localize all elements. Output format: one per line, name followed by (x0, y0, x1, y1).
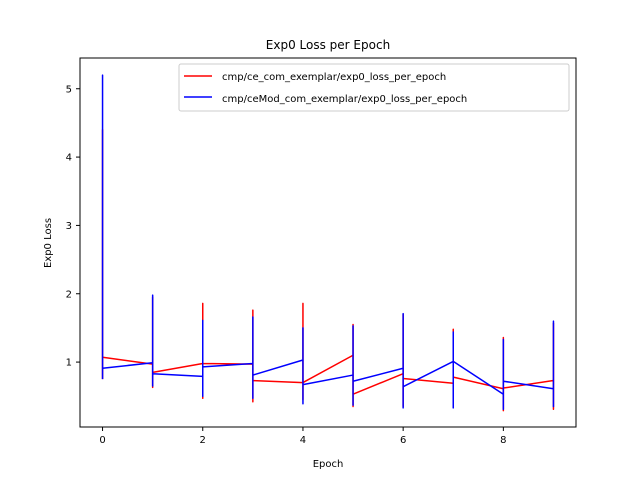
series-line-1 (101, 74, 555, 410)
x-tick-label: 6 (400, 435, 406, 446)
chart-title: Exp0 Loss per Epoch (266, 38, 390, 52)
plot-area (101, 74, 555, 412)
y-tick-label: 4 (66, 153, 72, 164)
x-axis: 0 2 4 6 8 (99, 427, 507, 446)
x-tick-label: 2 (200, 435, 206, 446)
legend: cmp/ce_com_exemplar/exp0_loss_per_epoch … (178, 63, 570, 112)
y-axis: 1 2 3 4 5 (66, 84, 80, 369)
legend-label-ce: cmp/ce_com_exemplar/exp0_loss_per_epoch (222, 72, 446, 83)
y-tick-label: 2 (66, 289, 72, 300)
x-tick-label: 8 (500, 435, 506, 446)
x-tick-label: 0 (99, 435, 105, 446)
y-tick-label: 3 (66, 221, 72, 232)
legend-box (178, 63, 570, 112)
axes-frame (79, 57, 577, 428)
y-tick-label: 5 (66, 84, 72, 95)
legend-label-cemod: cmp/ceMod_com_exemplar/exp0_loss_per_epo… (222, 94, 467, 105)
x-axis-label: Epoch (313, 459, 344, 470)
y-axis-label: Exp0 Loss (43, 218, 54, 268)
x-tick-label: 4 (300, 435, 306, 446)
y-tick-label: 1 (66, 358, 72, 369)
